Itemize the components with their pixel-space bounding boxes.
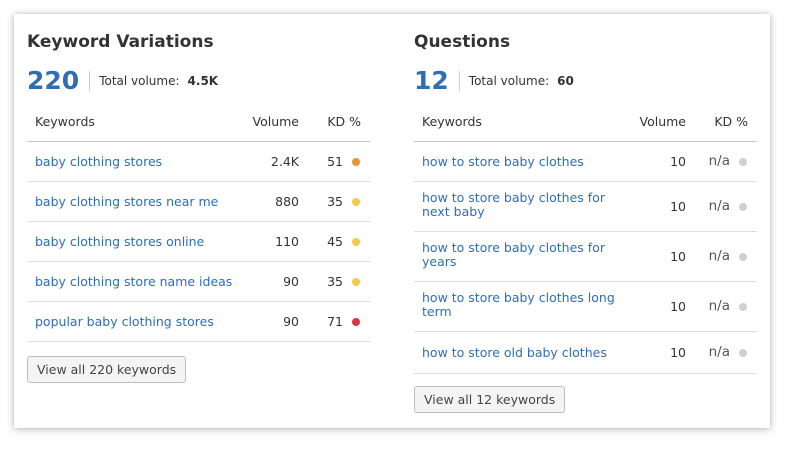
kd-difficulty-dot [352,198,360,206]
column-kd: KD % [714,114,748,129]
table-header: Keywords Volume KD % [414,102,757,142]
keyword-link[interactable]: baby clothing store name ideas [35,274,233,289]
kd-value: n/a [708,198,730,214]
volume-value: 880 [275,194,299,209]
kd-difficulty-dot [739,158,747,166]
kd-difficulty-dot [352,278,360,286]
table-row: how to store baby clothes for next baby … [414,182,757,232]
column-volume: Volume [639,114,687,129]
keyword-count[interactable]: 220 [27,66,80,95]
kd-value: n/a [708,298,730,314]
volume-value: 90 [283,314,299,329]
kd-value: 71 [327,314,343,329]
divider [89,71,91,91]
volume-value: 90 [283,274,299,289]
divider [458,71,460,91]
table-row: baby clothing stores near me 880 35 [27,182,370,222]
volume-value: 2.4K [270,154,299,169]
kd-difficulty-dot [739,303,747,311]
volume-value: 10 [670,299,686,314]
kd-value: n/a [708,248,730,264]
keywords-table: Keywords Volume KD % baby clothing store… [27,102,370,342]
table-row: baby clothing store name ideas 90 35 [27,262,370,302]
kd-difficulty-dot [352,158,360,166]
keyword-link[interactable]: baby clothing stores [35,154,163,169]
keyword-link[interactable]: how to store old baby clothes [422,345,607,360]
summary: 12 Total volume: 60 [414,65,574,97]
volume-value: 10 [670,249,686,264]
table-row: how to store baby clothes long term 10 n… [414,282,757,332]
kd-value: n/a [708,344,730,360]
total-volume-label: Total volume: [99,74,180,88]
keyword-link[interactable]: baby clothing stores online [35,234,205,249]
volume-value: 110 [275,234,299,249]
keyword-link[interactable]: how to store baby clothes for years [422,240,605,269]
view-all-keywords-button[interactable]: View all 220 keywords [27,356,187,383]
kd-value: n/a [708,153,730,169]
keyword-overview-card: Keyword Variations 220 Total volume: 4.5… [14,14,770,428]
keyword-link[interactable]: how to store baby clothes [422,154,584,169]
panel-title: Questions [414,32,511,52]
questions-table: Keywords Volume KD % how to store baby c… [414,102,757,374]
table-row: popular baby clothing stores 90 71 [27,302,370,342]
total-volume-value: 4.5K [187,74,219,88]
kd-difficulty-dot [739,349,747,357]
column-keywords: Keywords [35,114,95,129]
kd-difficulty-dot [352,318,360,326]
table-row: how to store old baby clothes 10 n/a [414,332,757,374]
kd-difficulty-dot [739,253,747,261]
question-count[interactable]: 12 [414,66,449,95]
kd-value: 45 [327,234,343,249]
kd-difficulty-dot [739,203,747,211]
total-volume-value: 60 [557,74,574,88]
table-row: baby clothing stores 2.4K 51 [27,142,370,182]
keyword-link[interactable]: baby clothing stores near me [35,194,219,209]
kd-difficulty-dot [352,238,360,246]
keyword-link[interactable]: how to store baby clothes for next baby [422,190,605,219]
volume-value: 10 [670,345,686,360]
keyword-link[interactable]: popular baby clothing stores [35,314,214,329]
kd-value: 35 [327,194,343,209]
table-row: how to store baby clothes for years 10 n… [414,232,757,282]
column-volume: Volume [252,114,300,129]
table-row: baby clothing stores online 110 45 [27,222,370,262]
summary: 220 Total volume: 4.5K [27,65,218,97]
total-volume-label: Total volume: [468,74,550,88]
kd-value: 51 [327,154,343,169]
table-row: how to store baby clothes 10 n/a [414,142,757,182]
table-header: Keywords Volume KD % [27,102,370,142]
column-kd: KD % [327,114,361,129]
volume-value: 10 [670,154,686,169]
kd-value: 35 [327,274,343,289]
panel-title: Keyword Variations [27,32,214,52]
keyword-link[interactable]: how to store baby clothes long term [422,290,615,319]
column-keywords: Keywords [422,114,482,129]
view-all-questions-button[interactable]: View all 12 keywords [414,386,566,413]
volume-value: 10 [670,199,686,214]
